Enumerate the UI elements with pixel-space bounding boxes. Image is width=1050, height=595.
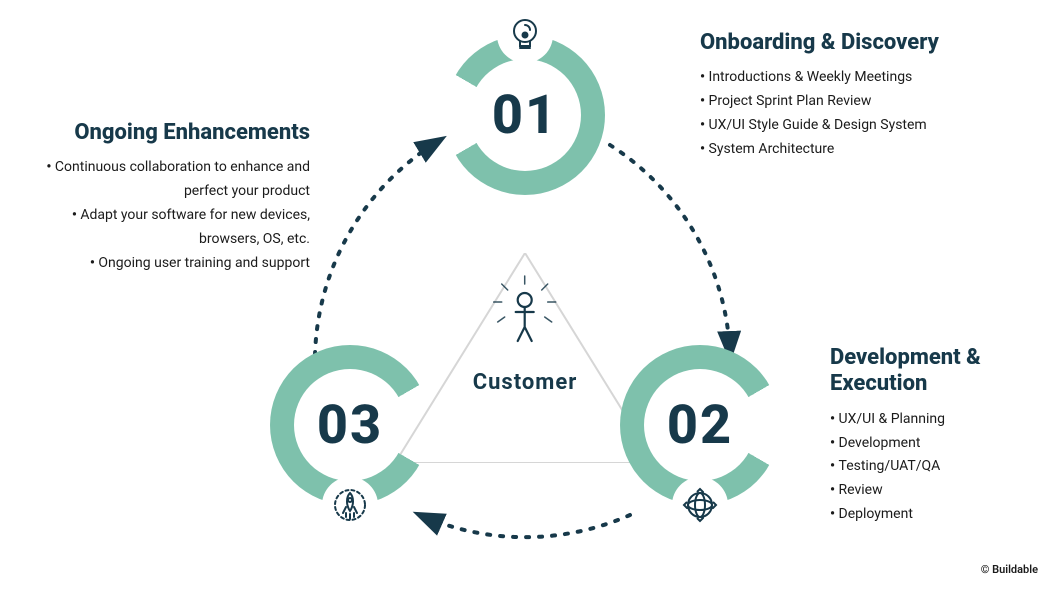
node-number: 01 (492, 84, 558, 147)
node-inner: 03 (294, 369, 406, 481)
section-item: Testing/UAT/QA (830, 455, 1050, 479)
globe-icon (672, 477, 728, 533)
section-item: • Ongoing user training and support (30, 252, 310, 276)
section-item: System Architecture (700, 138, 939, 162)
node-number: 03 (317, 394, 383, 457)
section-title: Ongoing Enhancements (30, 120, 310, 146)
rocket-icon (322, 477, 378, 533)
section-item: Introductions & Weekly Meetings (700, 66, 939, 90)
process-node-02: 02 (620, 345, 780, 505)
center-customer: Customer (473, 270, 578, 395)
section-item: • Continuous collaboration to enhance an… (30, 156, 310, 204)
section-item: UX/UI & Planning (830, 408, 1050, 432)
credit-text: © Buildable (981, 563, 1038, 576)
node-inner: 02 (644, 369, 756, 481)
section-item: UX/UI Style Guide & Design System (700, 114, 939, 138)
node-inner: 01 (469, 59, 581, 171)
section-title: Onboarding & Discovery (700, 30, 939, 56)
section-1: Onboarding & Discovery Introductions & We… (700, 30, 939, 162)
section-item: Development (830, 432, 1050, 456)
bulb-icon (497, 7, 553, 63)
section-item: Deployment (830, 503, 1050, 527)
section-item: Review (830, 479, 1050, 503)
section-2: Development & ExecutionUX/UI & PlanningD… (830, 345, 1050, 527)
process-node-01: 01 (445, 35, 605, 195)
person-icon (480, 270, 570, 360)
section-3: Ongoing Enhancements • Continuous collabo… (30, 120, 310, 275)
section-title: Development & Execution (830, 345, 1050, 398)
section-item: • Adapt your software for new devices, b… (30, 204, 310, 252)
center-label: Customer (473, 370, 578, 395)
section-item: Project Sprint Plan Review (700, 90, 939, 114)
node-number: 02 (667, 394, 733, 457)
process-node-03: 03 (270, 345, 430, 505)
